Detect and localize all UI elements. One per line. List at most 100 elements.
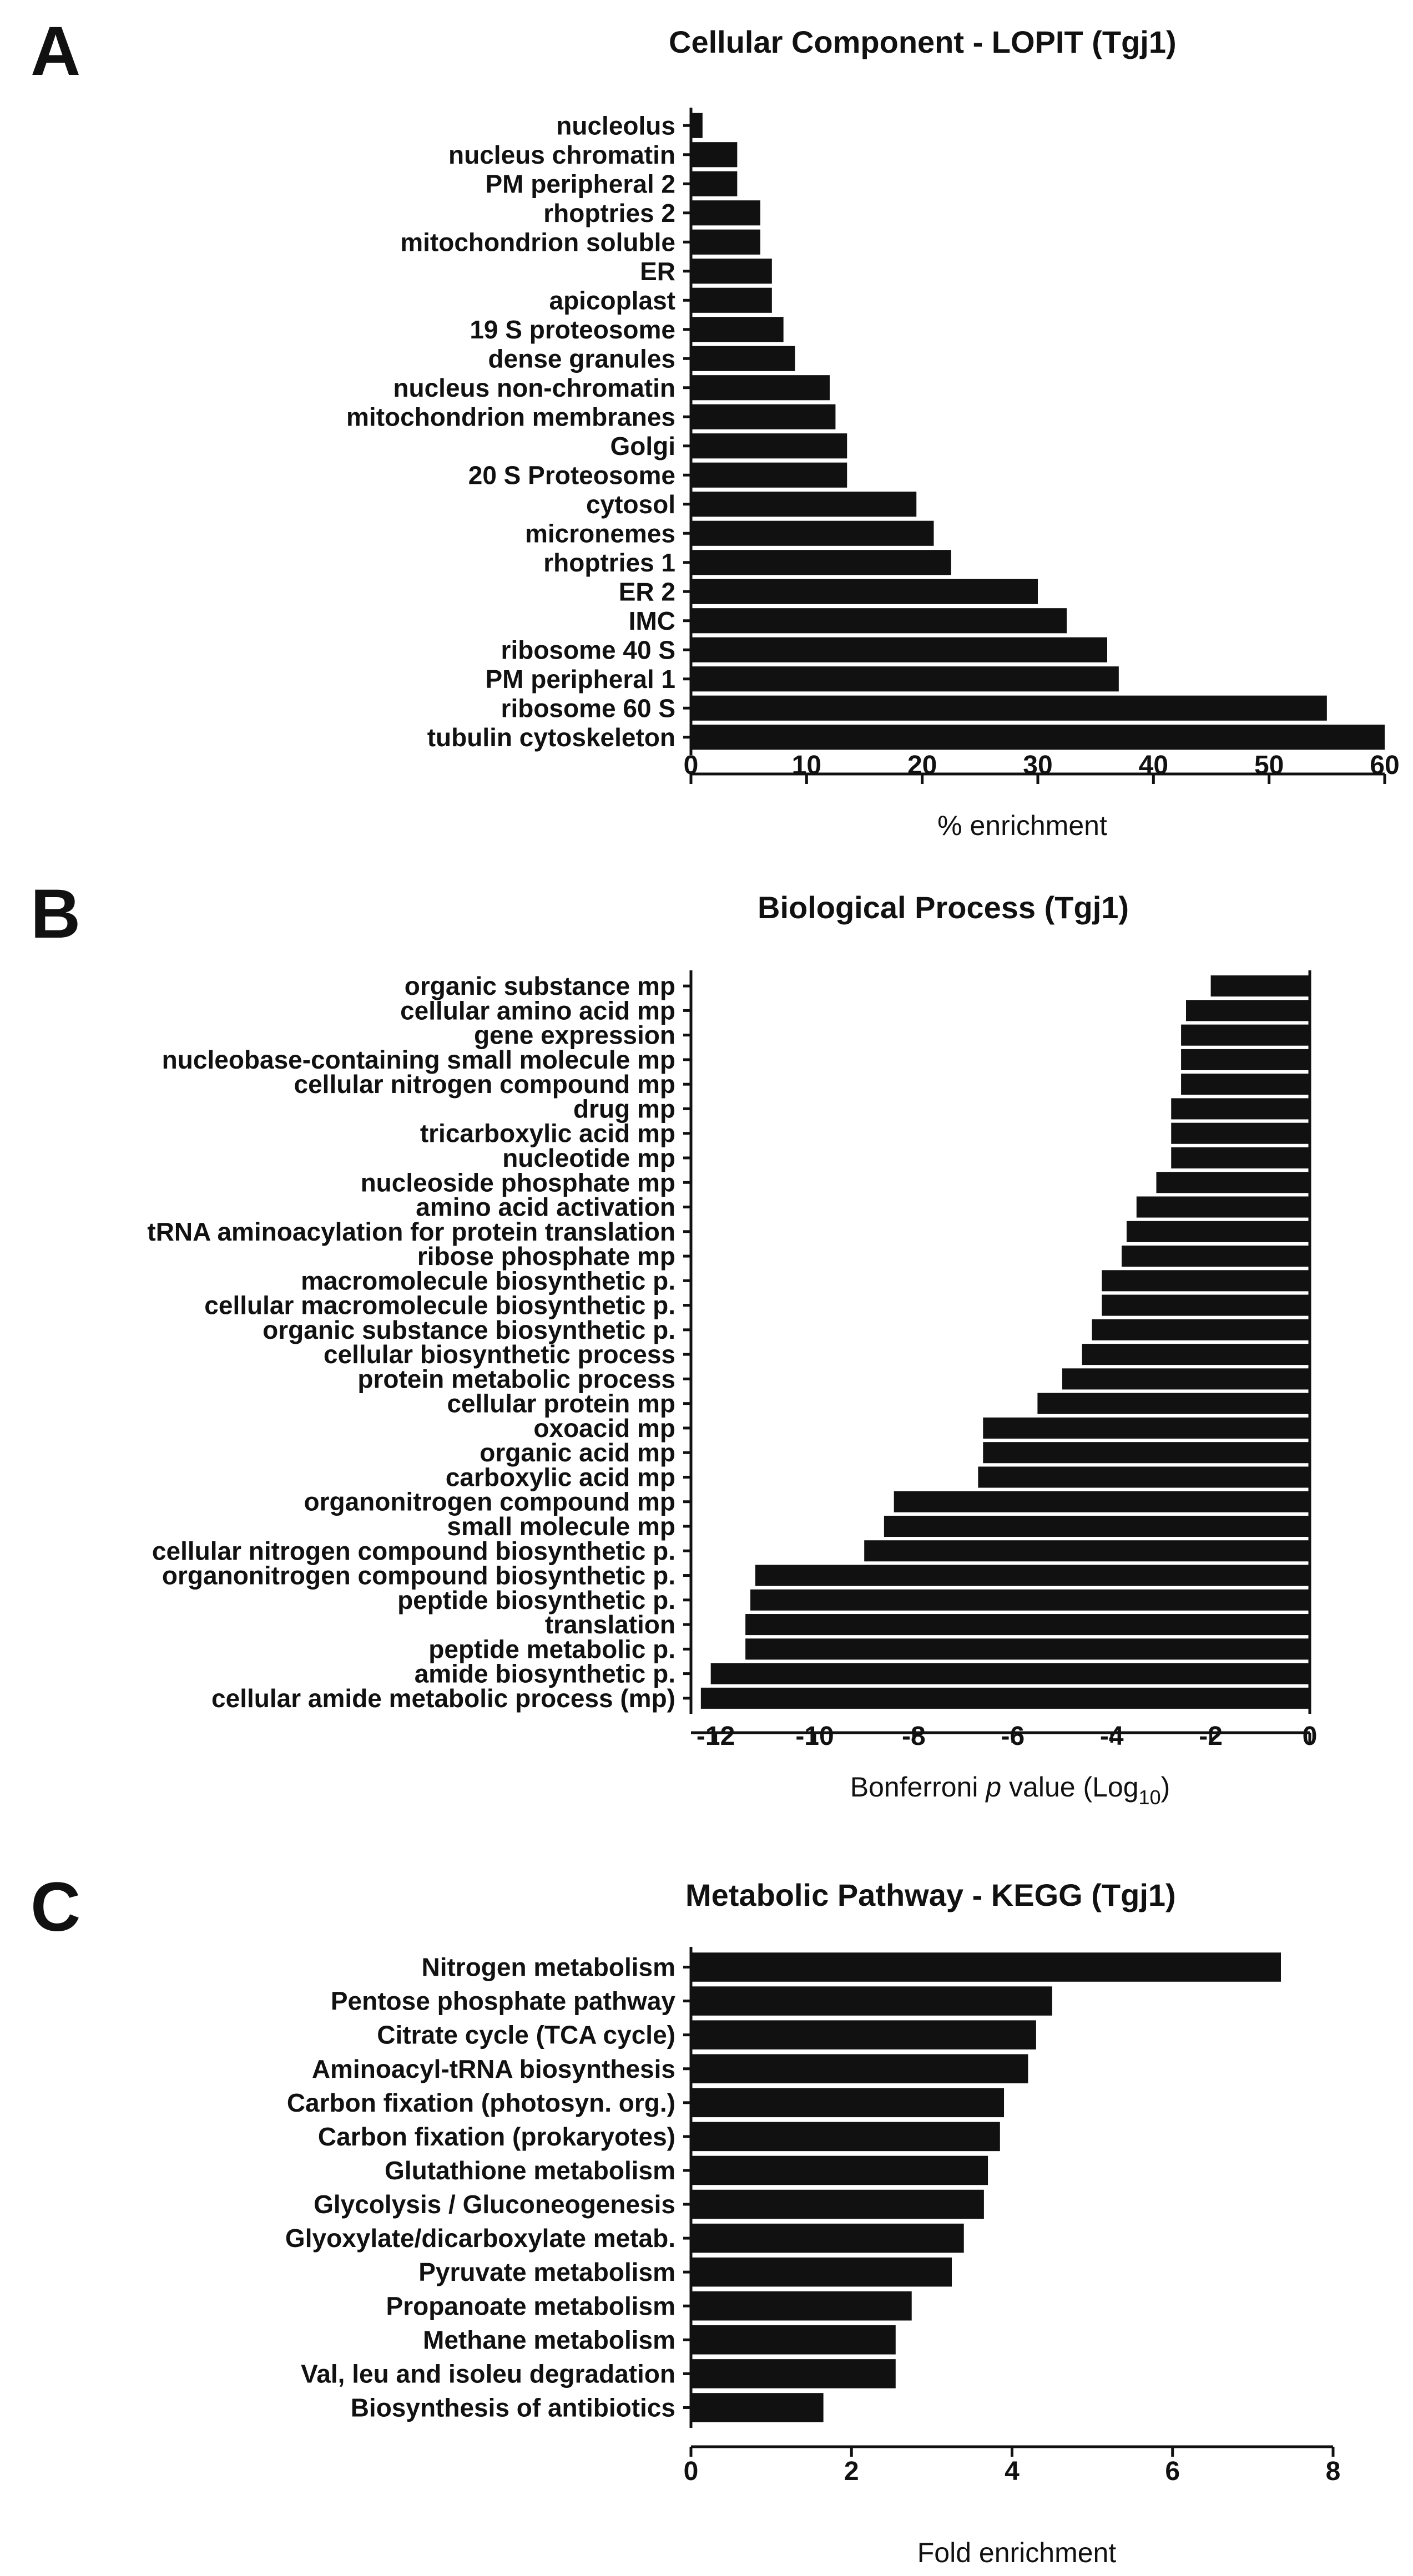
- panel-b-category-label: cellular biosynthetic process: [324, 1340, 675, 1369]
- panel-b-category-label: amide biosynthetic p.: [415, 1659, 675, 1688]
- panel-a-category-label: ribosome 60 S: [501, 694, 675, 722]
- panel-b-category-label: organonitrogen compound biosynthetic p.: [162, 1561, 675, 1590]
- panel-b-bar: [1082, 1344, 1310, 1365]
- panel-c-category-label: Aminoacyl-tRNA biosynthesis: [312, 2054, 675, 2083]
- panel-b-category-label: organic acid mp: [480, 1438, 675, 1467]
- panel-c-bar: [691, 2257, 952, 2287]
- panel-a-bar: [691, 462, 847, 488]
- panel-a-bar: [691, 637, 1107, 662]
- panel-b-bar: [755, 1565, 1310, 1586]
- panel-c-bar: [691, 2291, 912, 2321]
- panel-a-bar: [691, 433, 847, 459]
- panel-a-bar: [691, 200, 760, 226]
- panel-c-category-label: Citrate cycle (TCA cycle): [377, 2021, 675, 2049]
- panel-a-letter: A: [31, 13, 80, 90]
- panel-a-category-label: ER 2: [619, 577, 675, 606]
- panel-a-bar: [691, 113, 703, 138]
- x-axis-title-main: Bonferroni: [850, 1772, 986, 1803]
- panel-b-category-label: oxoacid mp: [533, 1414, 675, 1443]
- panel-b-category-label: translation: [545, 1610, 675, 1639]
- panel-b-category-label: cellular nitrogen compound mp: [294, 1070, 675, 1099]
- panel-b-bar: [710, 1663, 1310, 1684]
- panel-b-category-label: tRNA aminoacylation for protein translat…: [147, 1217, 675, 1246]
- panel-a-bar: [691, 287, 772, 313]
- panel-c-bar: [691, 2122, 1000, 2152]
- panel-c-title: Metabolic Pathway - KEGG (Tgj1): [685, 1877, 1176, 1912]
- panel-b-bar: [1181, 1074, 1310, 1095]
- panel-a-category-label: 20 S Proteosome: [468, 460, 675, 489]
- panel-a-bar: [691, 666, 1119, 692]
- panel-b-category-label: amino acid activation: [416, 1193, 675, 1222]
- panel-c-bar: [691, 2155, 988, 2185]
- panel-b-title: Biological Process (Tgj1): [758, 890, 1129, 925]
- panel-b-category-label: gene expression: [474, 1021, 675, 1050]
- panel-c-bar: [691, 2325, 896, 2355]
- panel-b-x-tick-label: 0: [1303, 1722, 1318, 1751]
- panel-a-x-tick-label: 60: [1370, 751, 1399, 780]
- panel-b-bar: [1156, 1172, 1310, 1193]
- panel-b-category-label: macromolecule biosynthetic p.: [301, 1266, 675, 1295]
- panel-c-category-label: Propanoate metabolism: [386, 2291, 675, 2320]
- panel-b-bar: [1136, 1196, 1310, 1218]
- panel-b-letter: B: [31, 875, 80, 953]
- panel-b-bar: [1171, 1098, 1310, 1120]
- panel-a-bar: [691, 317, 784, 342]
- panel-a-category-label: PM peripheral 1: [485, 665, 675, 694]
- panel-a-bar: [691, 608, 1067, 634]
- panel-a-category-label: mitochondrion soluble: [400, 227, 675, 256]
- panel-c-bar: [691, 2054, 1028, 2084]
- panel-b-bar: [1126, 1221, 1310, 1242]
- panel-a-category-label: nucleus chromatin: [448, 140, 675, 169]
- panel-b-category-label: ribose phosphate mp: [417, 1242, 675, 1271]
- panel-b-bar: [1102, 1270, 1310, 1292]
- panel-b-category-label: organic substance biosynthetic p.: [263, 1315, 675, 1344]
- x-axis-title-subscript: 10: [1139, 1786, 1161, 1809]
- x-axis-title-p: p: [985, 1772, 1001, 1803]
- panel-c-x-tick-label: 8: [1326, 2457, 1341, 2486]
- panel-b-category-label: tricarboxylic acid mp: [420, 1119, 675, 1148]
- panel-b-bar: [1037, 1393, 1310, 1414]
- panel-b-bar: [983, 1417, 1310, 1439]
- panel-a-category-label: cytosol: [586, 490, 675, 519]
- panel-a-bar: [691, 375, 830, 401]
- panel-b-category-label: protein metabolic process: [357, 1364, 675, 1393]
- panel-a-bar: [691, 142, 738, 168]
- panel-c-bar: [691, 2223, 964, 2253]
- panel-b-x-tick-label: -10: [795, 1722, 834, 1751]
- panel-b-bar: [1181, 1049, 1310, 1070]
- panel-a-chart: A Cellular Component - LOPIT (Tgj1) % en…: [31, 13, 1400, 841]
- x-axis-title-close: ): [1161, 1772, 1170, 1803]
- panel-b-bar: [1092, 1319, 1310, 1340]
- panel-c-x-tick-label: 0: [684, 2457, 699, 2486]
- panel-b-category-label: organonitrogen compound mp: [304, 1487, 676, 1516]
- panel-c-x-tick-label: 6: [1165, 2457, 1180, 2486]
- panel-a-bar: [691, 520, 934, 546]
- panel-c-category-label: Glutathione metabolism: [385, 2156, 675, 2185]
- panel-a-category-label: micronemes: [525, 519, 675, 548]
- panel-b-x-tick-label: -8: [902, 1722, 926, 1751]
- panel-b-bar: [978, 1466, 1310, 1488]
- panel-c-chart: C Metabolic Pathway - KEGG (Tgj1) Fold e…: [31, 1869, 1340, 2568]
- panel-a-category-label: 19 S proteosome: [470, 315, 675, 344]
- panel-b-x-axis-title: Bonferroni p value (Log10): [850, 1772, 1170, 1809]
- panel-b-category-label: peptide biosynthetic p.: [397, 1586, 675, 1615]
- x-axis-title-rest: value (Log: [1001, 1772, 1138, 1803]
- panel-c-x-tick-label: 4: [1005, 2457, 1020, 2486]
- panel-c-category-label: Carbon fixation (prokaryotes): [318, 2122, 675, 2151]
- panel-a-category-label: IMC: [629, 606, 675, 635]
- panel-c-x-tick-label: 2: [844, 2457, 859, 2486]
- panel-b-category-label: cellular nitrogen compound biosynthetic …: [152, 1536, 675, 1565]
- panel-a-category-label: ribosome 40 S: [501, 635, 675, 664]
- panel-c-bar: [691, 2189, 984, 2219]
- panel-a-bar: [691, 695, 1327, 721]
- panel-c-letter: C: [31, 1869, 80, 1946]
- panel-c-category-label: Nitrogen metabolism: [421, 1953, 675, 1982]
- panel-a-bar: [691, 725, 1385, 750]
- panel-c-category-label: Val, leu and isoleu degradation: [301, 2359, 675, 2388]
- panel-b-x-tick-label: -6: [1001, 1722, 1025, 1751]
- panel-c-category-label: Carbon fixation (photosyn. org.): [287, 2088, 675, 2117]
- panel-b-bar: [1062, 1368, 1310, 1390]
- panel-c-category-label: Glycolysis / Gluconeogenesis: [314, 2190, 675, 2219]
- panel-a-bar: [691, 259, 772, 284]
- panel-b-category-label: carboxylic acid mp: [446, 1462, 675, 1491]
